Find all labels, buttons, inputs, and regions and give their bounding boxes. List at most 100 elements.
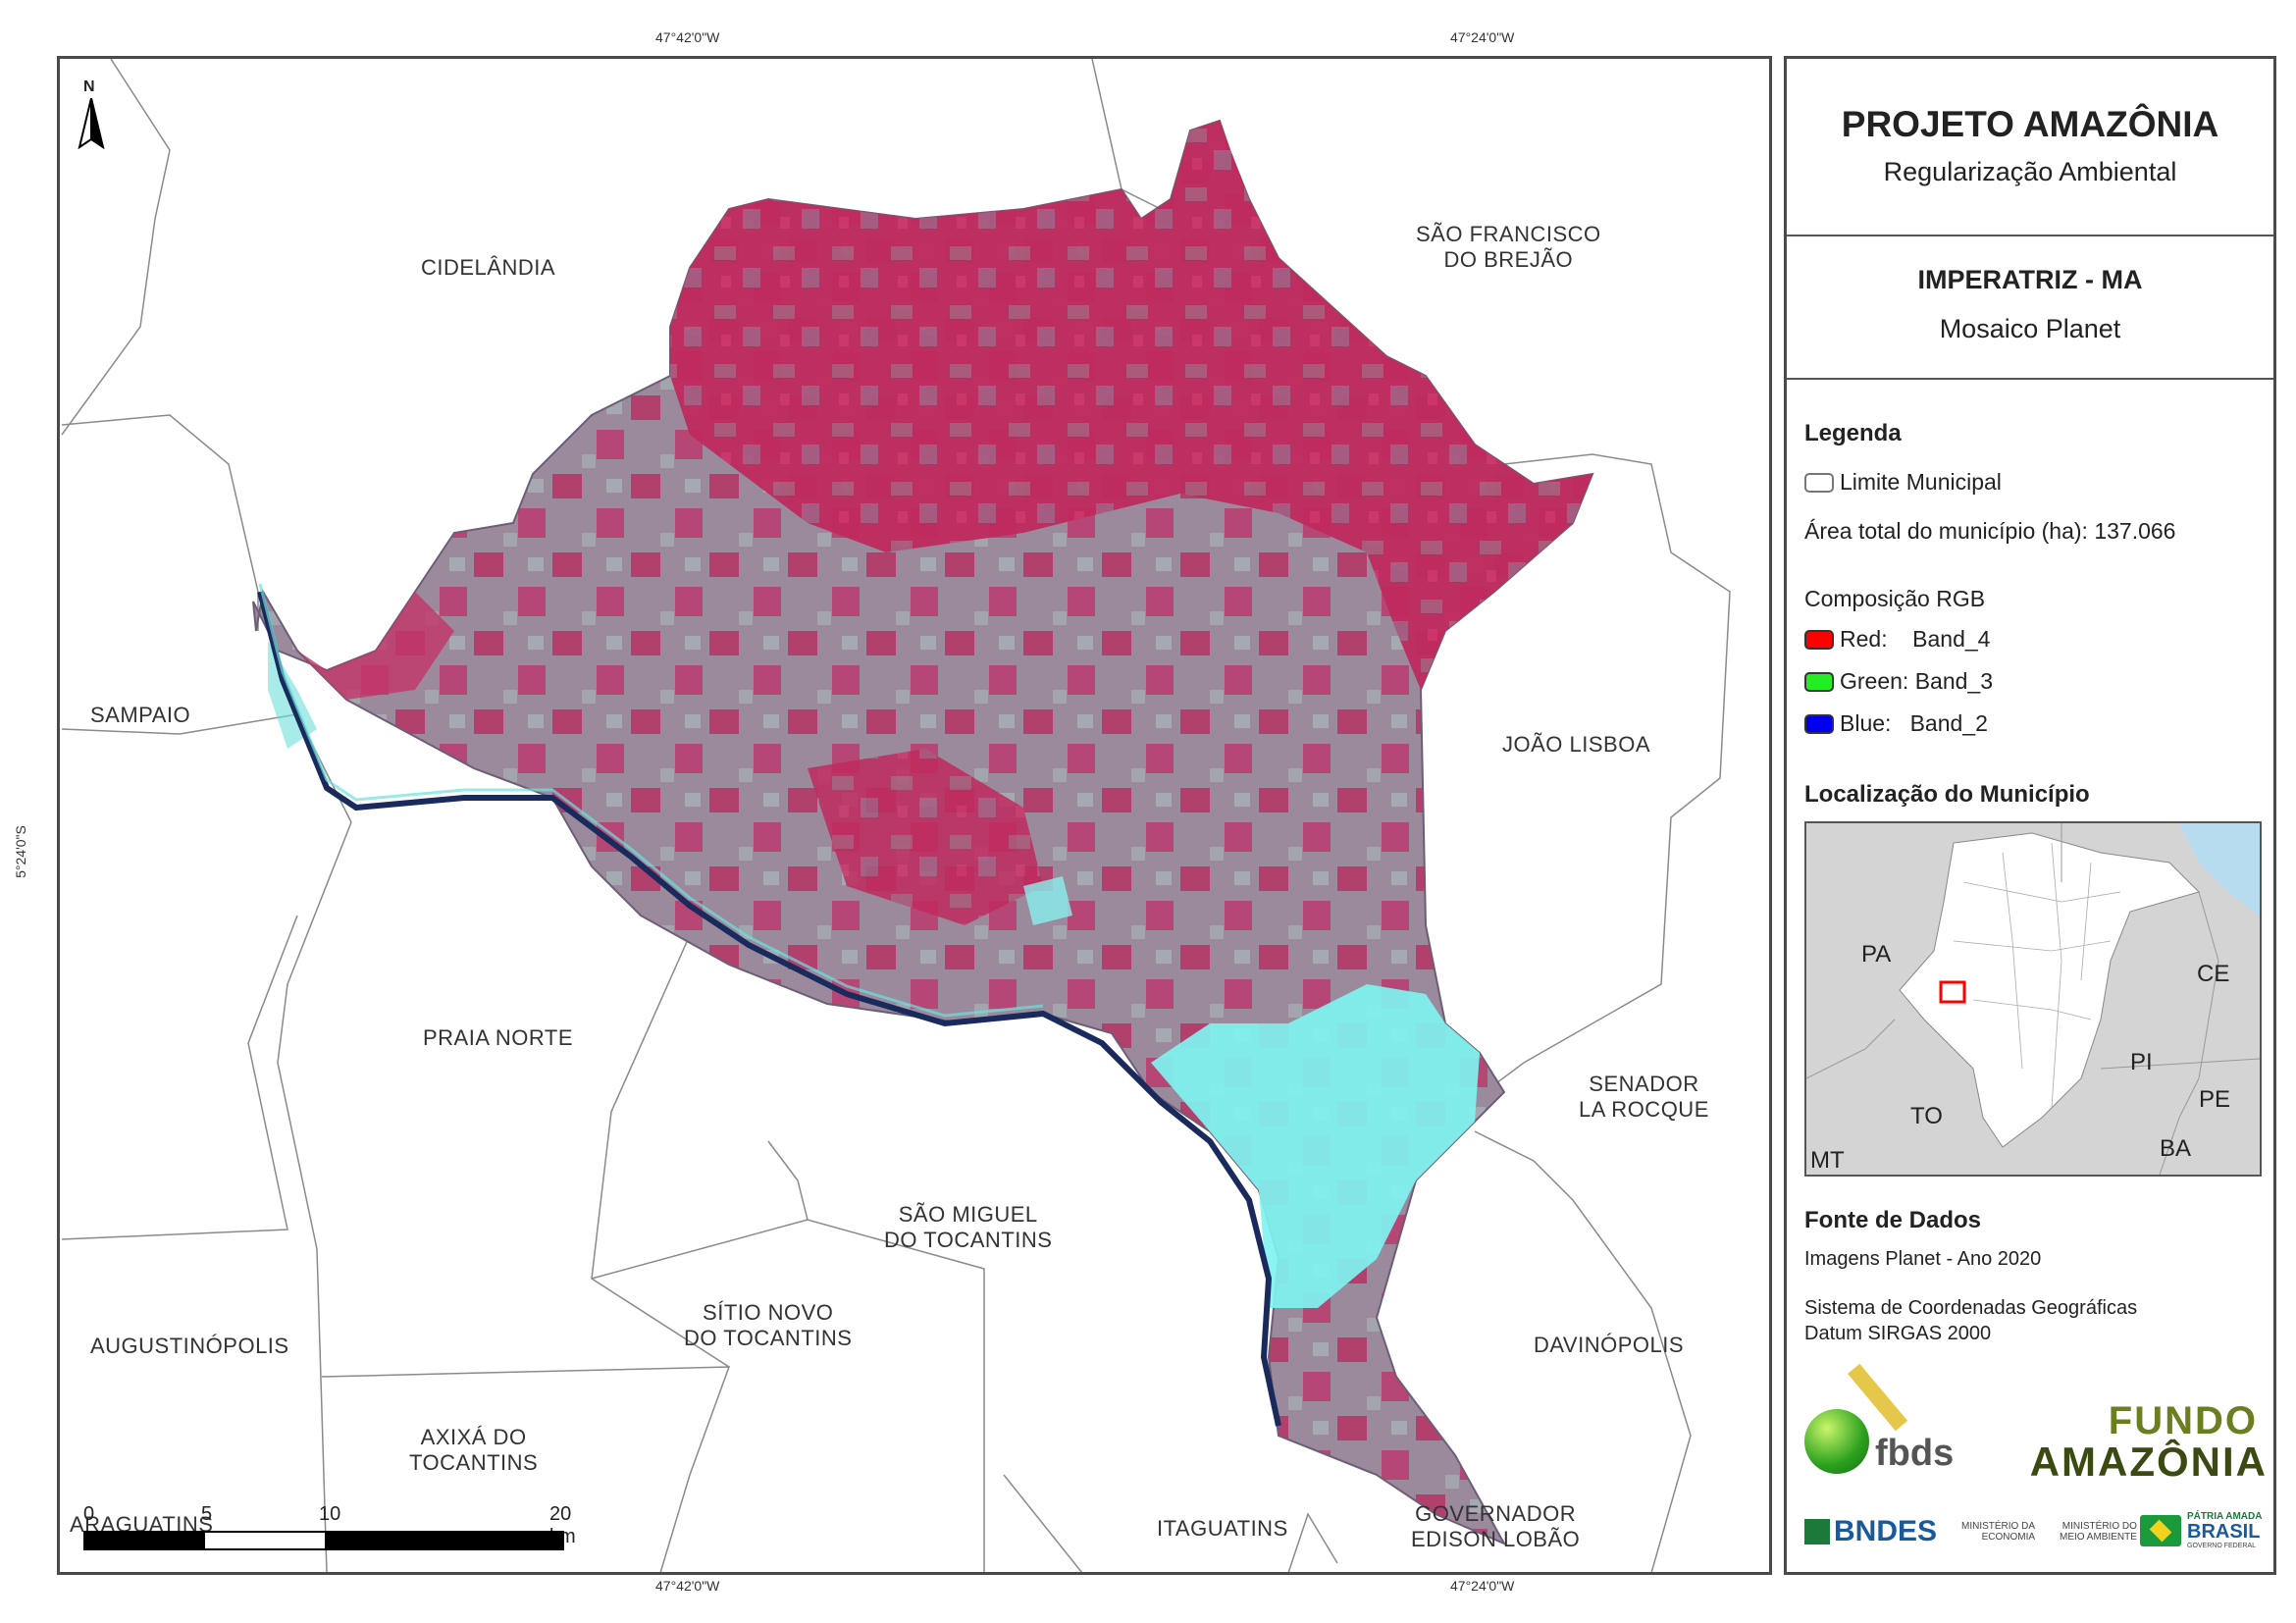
vegetation-north <box>670 121 1592 690</box>
legend-red-label: Red: Band_4 <box>1840 626 1991 652</box>
divider-1 <box>1787 235 2273 236</box>
legend-limit: Limite Municipal <box>1804 469 2002 496</box>
label-davinopolis: DAVINÓPOLIS <box>1534 1333 1685 1357</box>
inset-state-pa: PA <box>1861 941 1892 968</box>
inset-map[interactable]: PA CE PI PE TO BA MT <box>1804 821 2262 1177</box>
legend-rgb-title: Composição RGB <box>1804 586 1986 611</box>
label-axixa-2: TOCANTINS <box>409 1450 539 1475</box>
label-sampaio: SAMPAIO <box>90 703 191 727</box>
sources-line: Imagens Planet - Ano 2020 <box>1804 1248 2042 1270</box>
label-senador: SENADOR LA ROCQUE <box>1579 1072 1709 1123</box>
legend-area: Área total do município (ha): 137.066 <box>1804 518 2176 544</box>
inset-internal-lines <box>1953 842 2121 1109</box>
inset-canvas <box>1806 823 2260 1175</box>
label-sao-francisco: SÃO FRANCISCO DO BREJÃO <box>1416 222 1601 273</box>
coord-top-left: 47°42'0"W <box>655 29 720 45</box>
project-subtitle: Regularização Ambiental <box>1883 157 2177 186</box>
label-governador-2: EDISON LOBÃO <box>1411 1527 1581 1551</box>
north-arrow: N <box>72 79 111 157</box>
scale-bar-segments <box>83 1531 564 1550</box>
fbds-logo: fbds <box>1804 1363 1971 1482</box>
place-title: IMPERATRIZ - MA <box>1917 265 2143 294</box>
fbds-globe-icon <box>1804 1409 1869 1474</box>
coord-bottom-left: 47°42'0"W <box>655 1578 720 1594</box>
north-arrow-icon <box>78 98 105 150</box>
legend-blue: Blue: Band_2 <box>1804 710 1988 737</box>
label-praia-norte: PRAIA NORTE <box>423 1025 574 1050</box>
north-label: N <box>83 79 95 95</box>
min-ma-2: MEIO AMBIENTE <box>2060 1532 2137 1543</box>
patria-amada-brasil-logo: PÁTRIA AMADA BRASIL GOVERNO FEDERAL <box>2140 1511 2268 1554</box>
min-economia-2: ECONOMIA <box>1981 1532 2036 1543</box>
label-senador-2: LA ROCQUE <box>1579 1097 1709 1122</box>
scale-bar: 0 5 10 20 km <box>83 1503 576 1562</box>
label-governador: GOVERNADOR EDISON LOBÃO <box>1411 1501 1580 1552</box>
scale-tick-10: 10 <box>319 1503 341 1525</box>
mosaic-label: Mosaico Planet <box>1939 314 2121 343</box>
coord-bottom-right: 47°24'0"W <box>1450 1578 1515 1594</box>
label-governador-1: GOVERNADOR <box>1415 1501 1577 1526</box>
project-title: PROJETO AMAZÔNIA <box>1841 104 2219 144</box>
bndes-text: BNDES <box>1834 1515 1938 1547</box>
coord-left-lat: 5°24'0"S <box>12 825 28 878</box>
legend-red: Red: Band_4 <box>1804 626 1990 653</box>
inset-state-mt: MT <box>1810 1147 1845 1174</box>
label-sitio-novo-1: SÍTIO NOVO <box>703 1300 834 1325</box>
inset-state-pe: PE <box>2199 1086 2231 1113</box>
min-economia-1: MINISTÉRIO DA <box>1961 1521 2036 1532</box>
location-title: Localização do Município <box>1804 781 2090 808</box>
urban-patch <box>1023 876 1072 925</box>
red-swatch <box>1804 629 1834 650</box>
info-panel: PROJETO AMAZÔNIA Regularização Ambiental… <box>1784 56 2276 1575</box>
fbds-text: fbds <box>1875 1433 1955 1474</box>
map-canvas <box>61 59 1731 1572</box>
legend-limit-label: Limite Municipal <box>1840 469 2002 495</box>
bndes-icon <box>1804 1519 1830 1544</box>
label-augustinopolis: AUGUSTINÓPOLIS <box>90 1334 289 1358</box>
legend-green-label: Green: Band_3 <box>1840 668 1994 694</box>
tocantins-river <box>257 591 1281 1427</box>
sources-title: Fonte de Dados <box>1804 1207 1982 1233</box>
crs-line-1: Sistema de Coordenadas Geográficas <box>1804 1297 2138 1319</box>
label-sao-miguel: SÃO MIGUEL DO TOCANTINS <box>884 1202 1052 1253</box>
blue-swatch <box>1804 713 1834 734</box>
inset-maranhao <box>1899 832 2200 1148</box>
patria-1: PÁTRIA AMADA <box>2187 1511 2263 1522</box>
legend-green: Green: Band_3 <box>1804 668 1993 695</box>
label-joao-lisboa: JOÃO LISBOA <box>1502 732 1650 757</box>
label-senador-1: SENADOR <box>1589 1072 1699 1096</box>
brazil-flag-icon <box>2140 1515 2181 1546</box>
label-itaguatins: ITAGUATINS <box>1157 1516 1288 1541</box>
scale-tick-5: 5 <box>201 1503 213 1525</box>
legend-blue-label: Blue: Band_2 <box>1840 710 1988 736</box>
map-frame[interactable]: N CIDELÂNDIA SÃO FRANCISCO DO BREJÃO SAM… <box>57 56 1772 1575</box>
divider-2 <box>1787 378 2273 380</box>
inset-state-to: TO <box>1910 1103 1943 1129</box>
vegetation-central <box>808 749 1043 925</box>
fundo-text: FUNDO <box>2108 1399 2258 1442</box>
municipal-boundaries <box>61 59 1731 1572</box>
bndes-logo: BNDES <box>1804 1515 1937 1548</box>
coord-top-right: 47°24'0"W <box>1450 29 1515 45</box>
patria-3: GOVERNO FEDERAL <box>2187 1543 2257 1549</box>
ministerio-meio-ambiente-logo: MINISTÉRIO DO MEIO AMBIENTE <box>2060 1521 2137 1543</box>
label-sao-francisco-2: DO BREJÃO <box>1443 247 1574 272</box>
amazonia-text: AMAZÔNIA <box>2029 1439 2268 1485</box>
label-cidelandia: CIDELÂNDIA <box>421 255 556 280</box>
inset-highlight <box>1939 980 1966 1004</box>
inset-state-ba: BA <box>2160 1135 2192 1162</box>
patria-2: BRASIL <box>2187 1521 2261 1543</box>
legend-title: Legenda <box>1804 420 1902 446</box>
label-sao-miguel-1: SÃO MIGUEL <box>898 1202 1038 1227</box>
vegetation-west <box>297 592 454 700</box>
river-bank <box>258 583 1044 1018</box>
label-sao-francisco-1: SÃO FRANCISCO <box>1416 222 1601 246</box>
limit-swatch <box>1804 472 1834 493</box>
label-axixa: AXIXÁ DO TOCANTINS <box>409 1425 538 1476</box>
crs-line-2: Datum SIRGAS 2000 <box>1804 1323 1992 1344</box>
min-ma-1: MINISTÉRIO DO <box>2061 1521 2137 1532</box>
urban-area <box>1151 984 1480 1308</box>
green-swatch <box>1804 671 1834 692</box>
label-axixa-1: AXIXÁ DO <box>420 1425 527 1449</box>
inset-state-ce: CE <box>2197 961 2230 987</box>
